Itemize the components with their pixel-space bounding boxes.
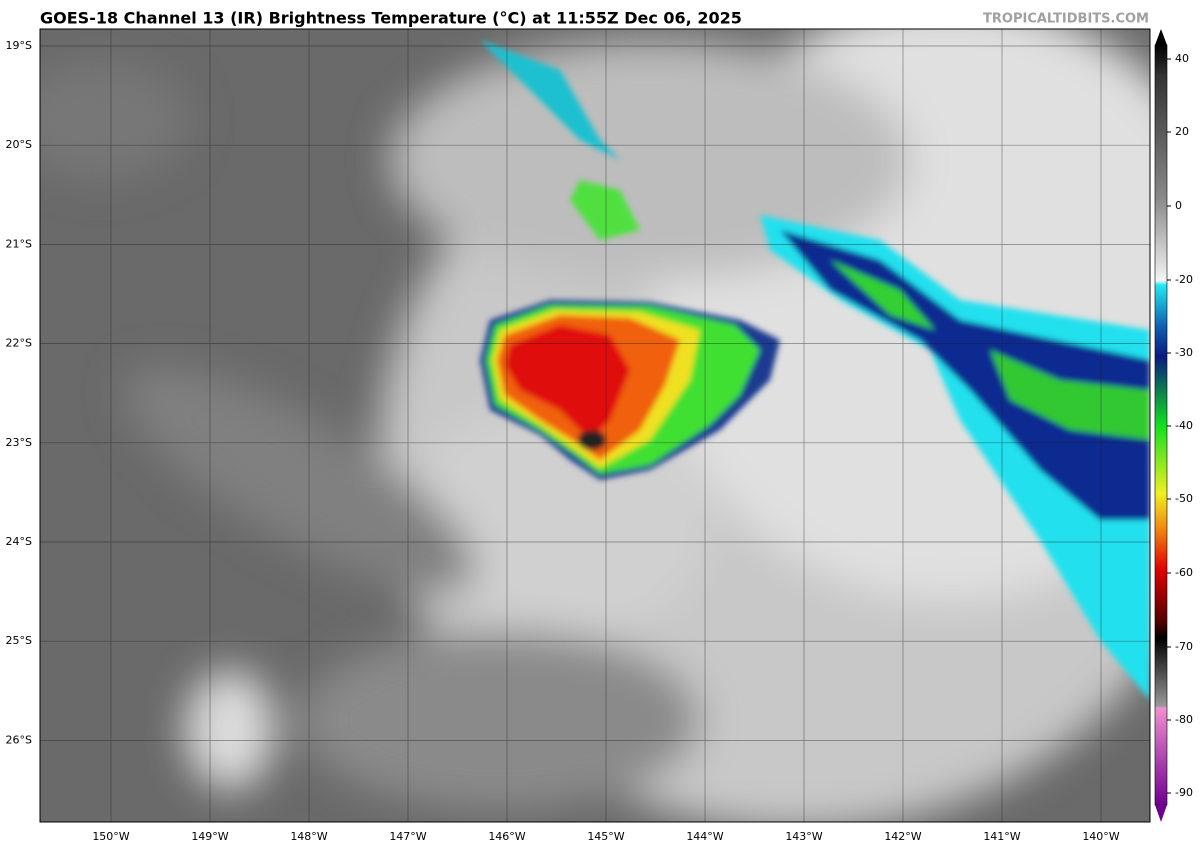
colorbar-label: 40 <box>1175 52 1189 65</box>
colorbar-label: -20 <box>1175 273 1193 286</box>
lon-label: 143°W <box>785 830 822 843</box>
colorbar-label: 20 <box>1175 125 1189 138</box>
colorbar-label: -90 <box>1175 786 1193 799</box>
lon-label: 146°W <box>488 830 525 843</box>
lon-label: 149°W <box>191 830 228 843</box>
lat-label: 25°S <box>6 634 32 647</box>
colorbar-label: -30 <box>1175 346 1193 359</box>
lon-label: 140°W <box>1082 830 1119 843</box>
colorbar-label: -60 <box>1175 566 1193 579</box>
lat-label: 21°S <box>6 237 32 250</box>
lon-label: 142°W <box>884 830 921 843</box>
colorbar-label: -70 <box>1175 640 1193 653</box>
lon-label: 144°W <box>686 830 723 843</box>
lon-label: 145°W <box>587 830 624 843</box>
map-frame <box>39 28 1151 823</box>
colorbar-label: -50 <box>1175 492 1193 505</box>
title: GOES-18 Channel 13 (IR) Brightness Tempe… <box>40 9 742 28</box>
colorbar <box>1154 44 1168 806</box>
lon-label: 147°W <box>389 830 426 843</box>
colorbar-label: -80 <box>1175 713 1193 726</box>
graticule <box>40 29 1150 822</box>
imagery <box>40 29 1150 822</box>
lat-label: 26°S <box>6 733 32 746</box>
colorbar-label: -40 <box>1175 419 1193 432</box>
lat-label: 24°S <box>6 535 32 548</box>
lat-label: 23°S <box>6 436 32 449</box>
lon-label: 150°W <box>92 830 129 843</box>
lon-label: 141°W <box>983 830 1020 843</box>
colorbar-min-arrow <box>1155 805 1167 822</box>
colorbar-max-arrow <box>1155 29 1167 45</box>
lon-label: 148°W <box>290 830 327 843</box>
lat-label: 22°S <box>6 337 32 350</box>
credit: TROPICALTIDBITS.COM <box>983 12 1149 27</box>
lat-label: 19°S <box>6 39 32 52</box>
colorbar-label: 0 <box>1175 199 1182 212</box>
lat-label: 20°S <box>6 138 32 151</box>
